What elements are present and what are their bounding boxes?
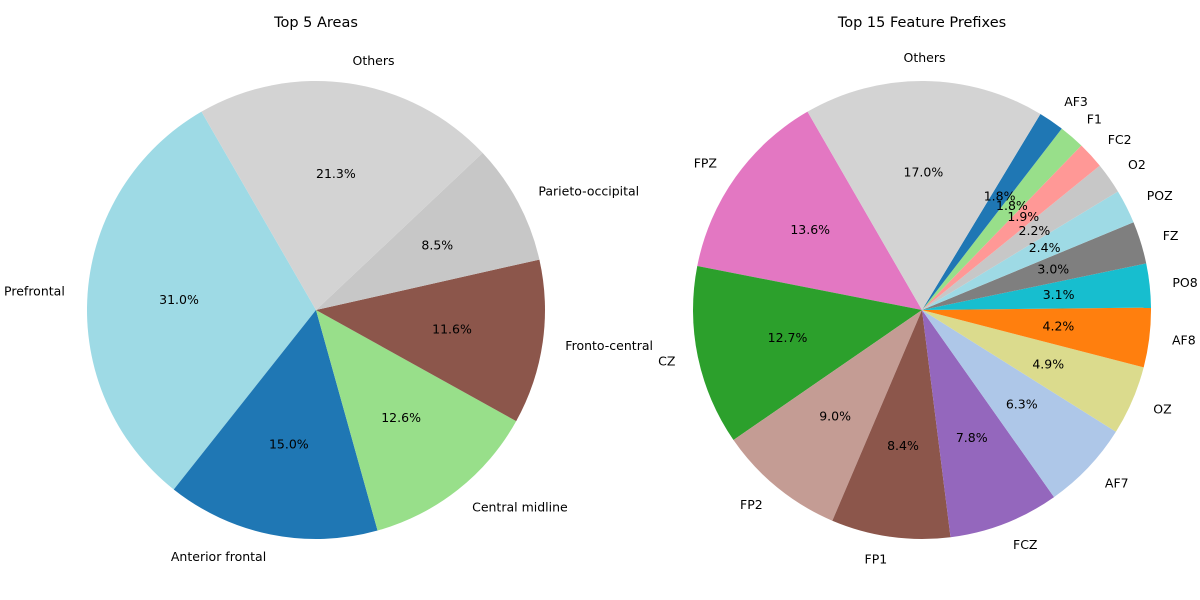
chart-title: Top 15 Feature Prefixes [837,15,1006,31]
slice-label-others: Others [353,53,395,68]
slice-label-others: Others [903,50,945,65]
slice-percent-anterior-frontal: 15.0% [269,437,309,452]
pie-slice-af7 [922,310,1116,498]
pie-slice-af8 [922,307,1152,368]
chart-title: Top 5 Areas [273,15,358,31]
slice-percent-f1: 1.8% [996,198,1028,213]
slice-label-fc2: FC2 [1108,132,1132,147]
pie-slice-poz [922,191,1134,310]
pie-slice-others [807,81,1041,310]
slice-label-prefrontal: Prefrontal [4,284,65,299]
pie-slice-oz [922,310,1144,432]
slice-percent-parieto-occipital: 8.5% [421,238,453,253]
pie-slice-central-midline [316,310,517,531]
slice-label-fpz: FPZ [694,156,717,171]
pie-chart-feature-prefixes: Top 15 Feature Prefixes FPZ13.6%CZ12.7%F… [658,15,1198,567]
slice-label-fronto-central: Fronto-central [565,338,653,353]
slice-percent-others: 17.0% [904,165,944,180]
slice-percent-poz: 2.4% [1029,240,1061,255]
pie-slice-others [201,80,483,310]
pie-labels: FPZ 13.6% CZ 12.7% FP2 9.0% FP1 8.4% FCZ 7.8% AF7 6… [658,50,1198,566]
slice-percent-fp1: 8.4% [887,438,919,453]
pie-slice-anterior-frontal [173,310,378,539]
pie-slice-af3 [922,114,1062,310]
slice-percent-fpz: 13.6% [790,222,830,237]
slice-percent-others: 21.3% [316,166,356,181]
slice-label-f1: F1 [1087,112,1102,127]
slice-percent-prefrontal: 31.0% [159,292,199,307]
pie-slice-fp2 [733,310,922,521]
pie-slice-fz [922,222,1147,310]
slice-percent-o2: 2.2% [1019,223,1051,238]
slice-percent-af7: 6.3% [1006,397,1038,412]
slice-label-cz: CZ [658,353,675,368]
slice-label-o2: O2 [1128,157,1146,172]
pie-slice-prefrontal [86,111,317,490]
slice-percent-af8: 4.2% [1043,319,1075,334]
pie-slice-po8 [922,263,1151,310]
slice-percent-oz: 4.9% [1032,356,1064,371]
pie-slice-fc2 [922,145,1100,310]
slice-label-parieto-occipital: Parieto-occipital [538,184,639,199]
pie-slices [693,81,1152,539]
pie-slice-parieto-occipital [316,152,540,310]
slice-label-af7: AF7 [1105,475,1129,490]
slice-percent-central-midline: 12.6% [381,410,421,425]
pie-chart-top-areas: Top 5 Areas Prefrontal 31.0% Anterior fron… [4,15,653,564]
slice-percent-fz: 3.0% [1037,262,1069,277]
pie-slice-cz [693,265,922,440]
pie-slice-fcz [922,310,1055,538]
pie-slice-f1 [922,128,1082,310]
pie-slice-o2 [922,165,1118,310]
slice-label-oz: OZ [1153,402,1171,417]
slice-percent-cz: 12.7% [768,330,808,345]
slice-percent-af3: 1.8% [984,189,1016,204]
slice-percent-fp2: 9.0% [819,408,851,423]
pie-labels: Prefrontal 31.0% Anterior frontal 15.0% Cent… [4,53,653,564]
slice-percent-fc2: 1.9% [1007,209,1039,224]
slice-label-fz: FZ [1163,228,1179,243]
slice-label-fp2: FP2 [740,497,763,512]
slice-label-po8: PO8 [1172,275,1197,290]
slice-percent-po8: 3.1% [1043,287,1075,302]
pie-slice-fpz [697,111,922,311]
slice-label-af8: AF8 [1172,333,1196,348]
slice-label-fp1: FP1 [865,552,888,567]
slice-label-poz: POZ [1147,188,1173,203]
slice-label-central-midline: Central midline [472,500,568,515]
pie-slice-fp1 [832,310,951,539]
pie-slice-fronto-central [316,259,545,422]
pie-slices [86,80,545,539]
slice-label-af3: AF3 [1064,94,1088,109]
slice-label-anterior-frontal: Anterior frontal [171,549,266,564]
slice-label-fcz: FCZ [1013,537,1037,552]
slice-percent-fronto-central: 11.6% [432,322,472,337]
slice-percent-fcz: 7.8% [956,430,988,445]
